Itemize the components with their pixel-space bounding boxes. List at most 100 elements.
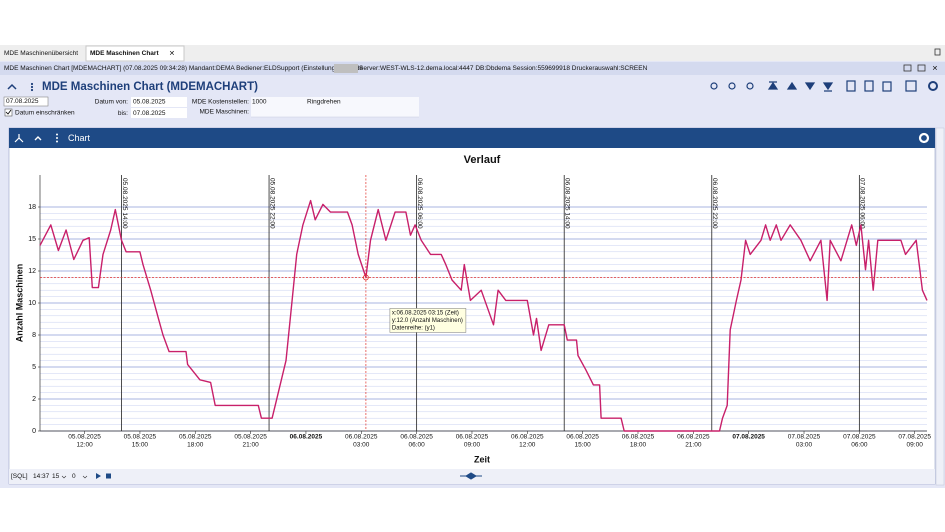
marker-label: 06.08.2025 14:00 <box>563 178 570 229</box>
info-text: Server:WEST-WLS-12.dema.local:4447 DB:Db… <box>359 65 648 72</box>
tab[interactable]: MDE Maschinenübersicht <box>4 50 78 57</box>
new-icon[interactable] <box>846 80 856 92</box>
checkbox[interactable] <box>4 108 13 117</box>
x-tick-label: 06.08.2025 <box>345 434 378 441</box>
x-tick-label: 06.08.2025 <box>290 434 323 441</box>
copy-icon[interactable] <box>864 80 874 92</box>
stop-button[interactable] <box>106 473 111 479</box>
x-tick-label: 18:00 <box>187 442 204 449</box>
restore-button[interactable] <box>903 64 912 72</box>
x-tick-label: 09:00 <box>464 442 481 449</box>
pin-icon[interactable] <box>14 134 24 143</box>
x-tick-label: 05.08.2025 <box>179 434 212 441</box>
x-tick-label: 07.08.2025 <box>898 434 931 441</box>
x-tick-label: 21:00 <box>685 442 702 449</box>
x-tick-label: 06.08.2025 <box>511 434 544 441</box>
y-tick-label: 15 <box>28 236 36 243</box>
collapse-icon[interactable] <box>34 136 42 141</box>
collapse-icon[interactable] <box>7 83 17 90</box>
field-value[interactable]: 07.08.2025 <box>133 110 166 117</box>
search-icon[interactable] <box>710 82 718 90</box>
slider-handle[interactable] <box>460 472 482 480</box>
save-icon[interactable] <box>905 80 917 92</box>
search-icon[interactable] <box>746 82 754 90</box>
sql-label[interactable]: [SQL] <box>11 473 28 480</box>
settings-icon[interactable] <box>918 132 930 144</box>
dropdown-arrow[interactable] <box>82 475 88 479</box>
tooltip-line: x:06.08.2025 03:15 (Zeit) <box>392 310 459 316</box>
tab[interactable]: MDE Maschinen Chart <box>90 50 159 57</box>
x-tick-label: 07.08.2025 <box>788 434 821 441</box>
marker-label: 06.08.2025 22:00 <box>711 178 718 229</box>
menu-dot[interactable] <box>30 85 34 89</box>
y-tick-label: 18 <box>28 204 36 211</box>
spin-value[interactable]: 15 <box>52 473 60 480</box>
play-button[interactable] <box>96 473 101 479</box>
info-bar <box>0 62 945 75</box>
x-tick-label: 05.08.2025 <box>234 434 267 441</box>
last-icon[interactable] <box>822 82 834 92</box>
y-tick-label: 2 <box>32 396 36 403</box>
menu-dot[interactable] <box>56 140 58 143</box>
up-icon[interactable] <box>786 81 798 90</box>
x-tick-label: 15:00 <box>575 442 592 449</box>
field-label: MDE Maschinen: <box>200 109 250 116</box>
y-tick-label: 5 <box>32 364 36 371</box>
date-to-input[interactable] <box>131 108 187 118</box>
spin-value[interactable]: 0 <box>72 473 76 480</box>
menu-dot[interactable] <box>30 88 34 92</box>
marker-label: 06.08.2025 06:00 <box>416 178 423 229</box>
dropdown-arrow[interactable] <box>61 475 67 479</box>
x-tick-label: 05.08.2025 <box>68 434 101 441</box>
maximize-button[interactable] <box>917 64 926 72</box>
crosshair-point <box>362 274 369 281</box>
tooltip-line: Datenreihe: (y1) <box>392 325 435 331</box>
date-input[interactable] <box>3 96 49 107</box>
redacted-box <box>334 64 358 73</box>
search-icon[interactable] <box>728 82 736 90</box>
toolbar <box>710 80 938 92</box>
close-button[interactable]: ✕ <box>932 65 938 72</box>
chart-title: Verlauf <box>464 154 501 166</box>
data-line <box>39 199 928 432</box>
x-tick-label: 07.08.2025 <box>843 434 876 441</box>
field-label: bis: <box>118 110 128 117</box>
settings-icon[interactable] <box>928 81 938 91</box>
y-tick-label: 10 <box>28 300 36 307</box>
window-menu[interactable] <box>934 48 941 56</box>
date-from-input[interactable] <box>131 97 187 107</box>
x-tick-label: 06.08.2025 <box>400 434 433 441</box>
field-value: Ringdrehen <box>307 99 341 106</box>
scrollbar[interactable] <box>935 127 945 486</box>
panel-header <box>9 128 935 148</box>
cost-center-input[interactable] <box>251 97 419 117</box>
x-tick-label: 09:00 <box>907 442 924 449</box>
tab-bar <box>0 45 945 61</box>
menu-dot[interactable] <box>56 133 58 136</box>
field-label: MDE Kostenstellen: <box>192 99 249 106</box>
y-tick-label: 12 <box>28 268 36 275</box>
x-tick-label: 06.08.2025 <box>456 434 489 441</box>
tooltip-line: y:12.0 (Anzahl Maschinen) <box>392 318 463 324</box>
first-icon[interactable] <box>767 81 779 90</box>
x-tick-label: 06.08.2025 <box>677 434 710 441</box>
active-tab[interactable] <box>85 45 185 62</box>
menu-dot[interactable] <box>30 82 34 86</box>
x-tick-label: 06:00 <box>851 442 868 449</box>
tab-close[interactable]: ✕ <box>169 50 175 57</box>
field-value[interactable]: 1000 <box>252 99 267 106</box>
date-value[interactable]: 07.08.2025 <box>6 98 39 105</box>
menu-dot[interactable] <box>56 137 58 139</box>
y-tick-label: 8 <box>32 332 36 339</box>
marker-label: 07.08.2025 06:00 <box>859 178 866 229</box>
field-value[interactable]: 05.08.2025 <box>133 99 166 106</box>
down-icon[interactable] <box>804 82 816 91</box>
x-tick-label: 07.08.2025 <box>732 434 765 441</box>
x-tick-label: 03:00 <box>353 442 370 449</box>
marker-label: 05.08.2025 22:00 <box>268 178 275 229</box>
x-tick-label: 06.08.2025 <box>622 434 655 441</box>
x-tick-label: 03:00 <box>796 442 813 449</box>
delete-icon[interactable] <box>882 81 892 92</box>
